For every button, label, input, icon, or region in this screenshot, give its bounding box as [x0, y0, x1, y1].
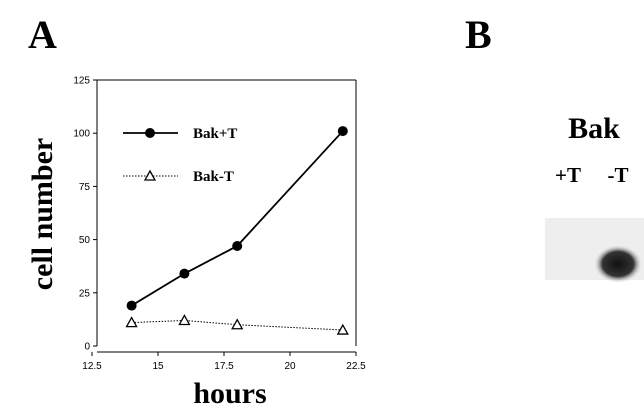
legend-marker [145, 128, 155, 138]
x-tick-label: 15 [152, 361, 164, 372]
y-tick-label: 125 [73, 76, 90, 87]
series-line [131, 319, 343, 331]
data-point [231, 318, 244, 330]
data-point [178, 314, 191, 326]
y-tick-label: 50 [79, 235, 91, 246]
data-point [337, 126, 348, 137]
x-tick-label: 20 [284, 361, 296, 372]
x-tick-label: 22.5 [346, 361, 366, 372]
x-tick-label: 12.5 [82, 361, 102, 372]
y-axis-label: cell number [26, 138, 59, 290]
legend-label: Bak+T [193, 126, 237, 142]
lane-label: +T [555, 163, 581, 187]
legend-marker [143, 169, 157, 181]
legend-label: Bak-T [193, 169, 234, 185]
blot-band [594, 245, 642, 283]
x-tick-label: 17.5 [214, 361, 234, 372]
data-point [336, 323, 349, 335]
blot-title: Bak [568, 112, 620, 145]
panel-label: A [28, 12, 57, 57]
y-tick-label: 75 [79, 182, 91, 193]
x-axis-label: hours [193, 377, 266, 408]
y-tick-label: 0 [84, 342, 90, 353]
y-tick-label: 100 [73, 129, 90, 140]
panel-label: B [465, 12, 492, 57]
lane-label: -T [608, 163, 629, 187]
data-point [232, 240, 243, 251]
data-point [179, 268, 190, 279]
series-line [131, 130, 344, 307]
y-tick-label: 25 [79, 288, 91, 299]
data-point [125, 316, 138, 328]
data-point [126, 300, 137, 311]
